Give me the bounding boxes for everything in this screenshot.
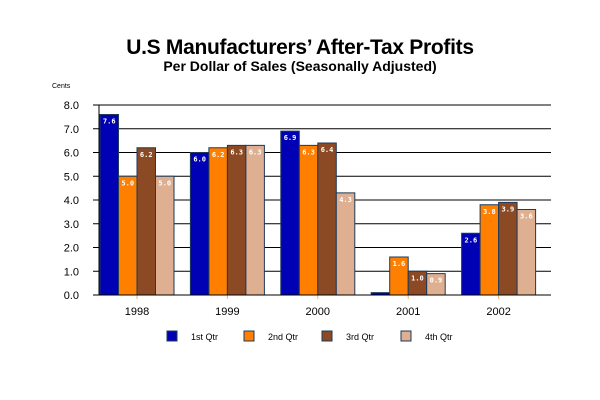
bar <box>298 144 319 296</box>
data-label: 6.3 <box>302 148 315 156</box>
legend-label: 3rd Qtr <box>346 332 374 342</box>
data-label: 2.6 <box>465 236 478 244</box>
y-tick-label: 8.0 <box>64 100 79 112</box>
bar <box>516 209 537 296</box>
legend-swatch <box>243 330 255 342</box>
data-label: 7.6 <box>103 118 116 126</box>
data-label: 6.3 <box>230 148 243 156</box>
x-tick-label: 2000 <box>306 306 330 318</box>
x-tick-label: 1999 <box>215 306 239 318</box>
data-label: 1.0 <box>411 274 424 282</box>
y-tick-label: 5.0 <box>64 171 79 183</box>
bar <box>280 130 300 296</box>
x-tick-label: 1998 <box>125 306 149 318</box>
bar <box>208 147 228 296</box>
y-tick-label: 7.0 <box>64 124 79 136</box>
legend-swatch <box>321 330 333 342</box>
bar <box>118 175 138 296</box>
bar <box>155 175 175 296</box>
chart-subtitle: Per Dollar of Sales (Seasonally Adjusted… <box>163 58 437 74</box>
bar <box>245 144 265 296</box>
data-label: 6.2 <box>212 151 225 159</box>
data-label: 3.9 <box>502 205 515 213</box>
data-label: 6.3 <box>249 148 262 156</box>
bar <box>335 192 356 296</box>
bar <box>136 147 156 296</box>
bar <box>226 144 247 296</box>
y-tick-label: 4.0 <box>64 195 79 207</box>
y-tick-label: 2.0 <box>64 243 79 255</box>
data-label: 5.0 <box>158 179 171 187</box>
y-tick-label: 3.0 <box>64 219 79 231</box>
bar <box>317 142 337 296</box>
y-tick-label: 0.0 <box>64 290 79 302</box>
chart-title: U.S Manufacturers’ After-Tax Profits <box>126 36 474 59</box>
legend-swatch <box>400 330 412 342</box>
legend-label: 4th Qtr <box>425 332 453 342</box>
y-tick-label: 1.0 <box>64 266 79 278</box>
data-label: 5.0 <box>121 179 134 187</box>
data-label: 6.0 <box>193 156 206 164</box>
x-tick-label: 2001 <box>396 306 420 318</box>
bar <box>479 204 500 296</box>
bar <box>189 152 210 296</box>
legend-swatch <box>166 330 178 342</box>
y-axis-unit-label: Cents <box>52 83 71 90</box>
legend-label: 2nd Qtr <box>268 332 298 342</box>
legend-label: 1st Qtr <box>191 332 218 342</box>
bar <box>498 201 518 296</box>
data-label: 6.4 <box>321 146 334 154</box>
data-label: 0.9 <box>430 277 443 285</box>
data-label: 6.9 <box>284 134 297 142</box>
data-label: 3.6 <box>520 213 533 221</box>
data-label: 3.8 <box>483 208 496 216</box>
data-label: 1.6 <box>393 260 406 268</box>
data-label: 6.2 <box>140 151 153 159</box>
bar <box>99 114 119 296</box>
data-label: 4.3 <box>339 196 352 204</box>
x-tick-label: 2002 <box>486 306 510 318</box>
y-tick-label: 6.0 <box>64 148 79 160</box>
